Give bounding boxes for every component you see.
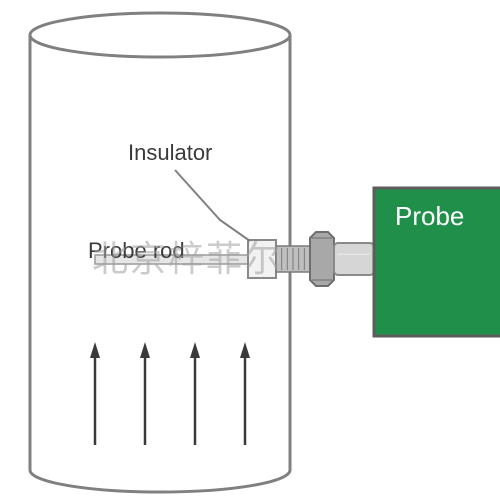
cylinder-top-ellipse [30,13,290,57]
diagram-container: ProbeInsulatorProbe rod 北京梓菲尔 [0,0,500,500]
probe-diagram-svg: Probe Insulator Probe rod [0,0,500,500]
flow-arrow-head-2 [190,342,200,358]
insulator-block [248,240,276,278]
insulator-label: Insulator [128,140,212,165]
hex-nut [310,232,334,286]
probe-rod-label: Probe rod [88,238,185,263]
flow-arrow-head-1 [140,342,150,358]
probe-box-label: Probe [395,201,464,231]
flow-arrow-head-0 [90,342,100,358]
flow-arrow-head-3 [240,342,250,358]
cylinder-bottom-arc [30,470,290,492]
coupling [334,243,374,275]
insulator-leader-line [175,170,250,241]
